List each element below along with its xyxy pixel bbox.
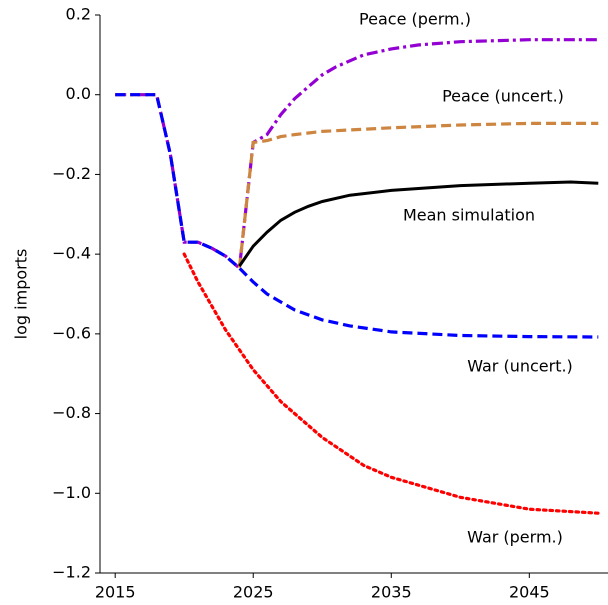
- x-tick-label: 2015: [95, 583, 136, 602]
- series-line: [182, 252, 600, 515]
- series-label: War (uncert.): [467, 357, 573, 376]
- y-tick-label: −0.2: [52, 164, 91, 183]
- series-label: Mean simulation: [403, 206, 535, 225]
- series-label: Peace (perm.): [359, 10, 471, 29]
- series-line: [115, 38, 599, 272]
- y-tick-label: −1.0: [52, 483, 91, 502]
- y-tick-label: 0.2: [66, 5, 91, 24]
- y-tick-label: −0.4: [52, 244, 91, 263]
- series-line: [115, 93, 599, 339]
- series-line: [238, 180, 599, 267]
- y-tick-label: −0.6: [52, 323, 91, 342]
- x-tick-label: 2025: [233, 583, 274, 602]
- y-tick-label: −0.8: [52, 403, 91, 422]
- series-label: Peace (uncert.): [442, 87, 564, 106]
- x-tick-label: 2045: [509, 583, 550, 602]
- x-tick-label: 2035: [371, 583, 412, 602]
- y-axis-label: log imports: [12, 249, 31, 340]
- series-label: War (perm.): [467, 528, 563, 547]
- y-tick-label: 0.0: [66, 84, 91, 103]
- y-tick-label: −1.2: [52, 563, 91, 582]
